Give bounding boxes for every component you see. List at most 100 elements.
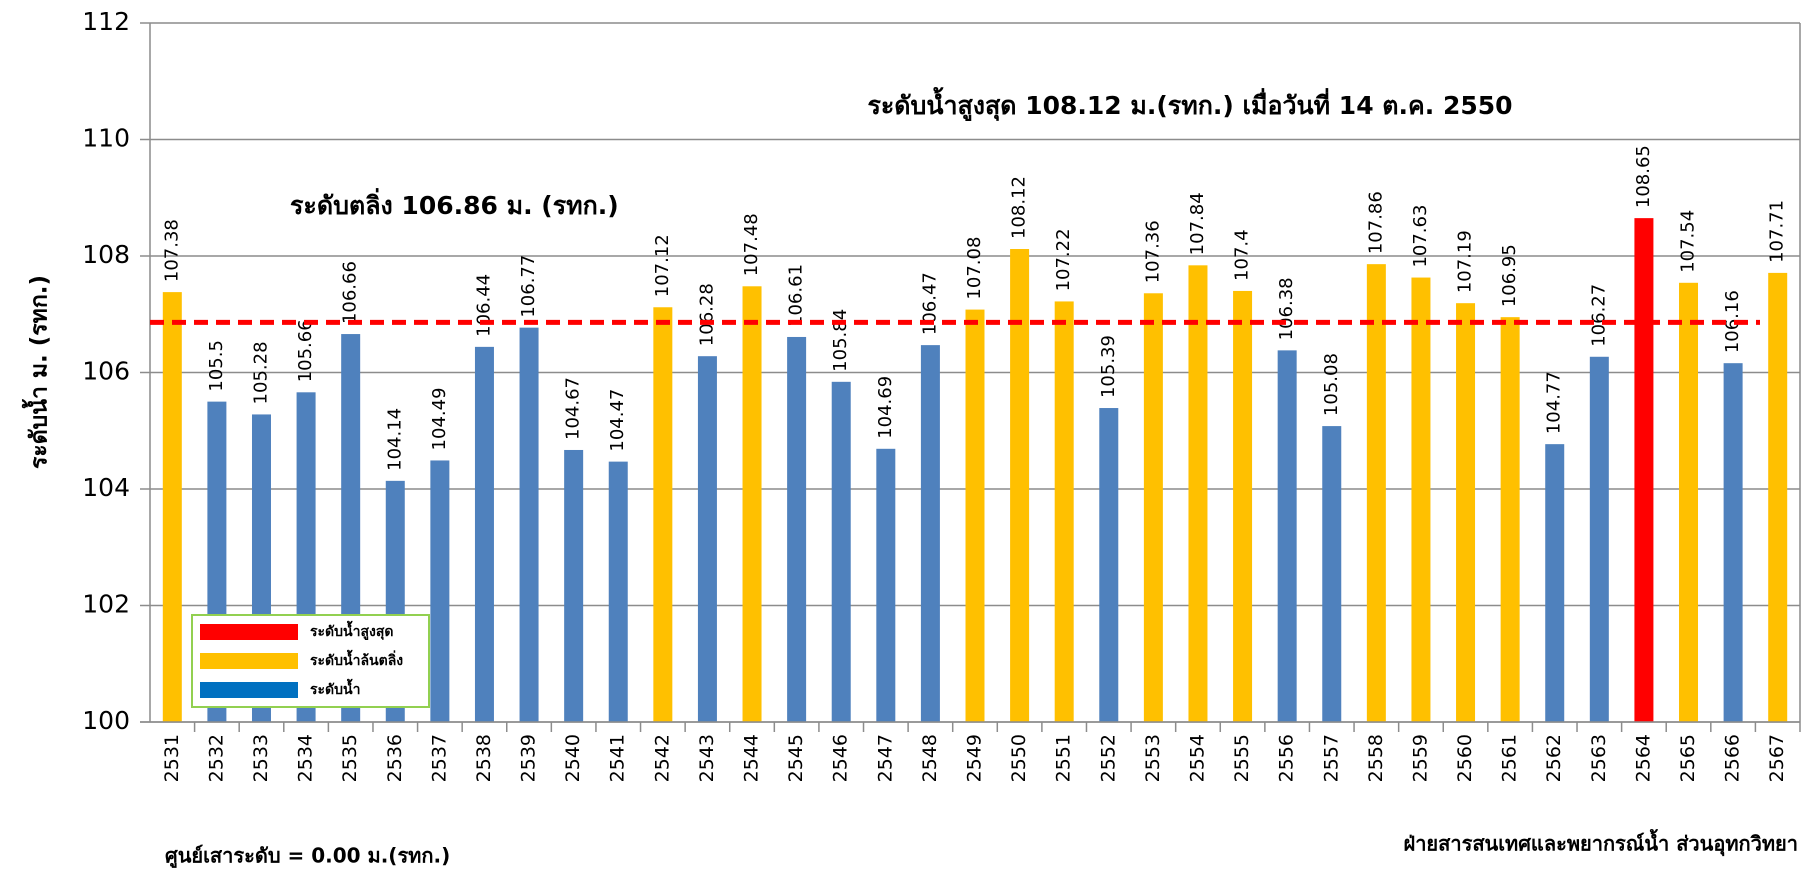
- value-label: 107.54: [1678, 210, 1699, 273]
- x-tick-label: 2552: [1097, 734, 1119, 782]
- value-label: 104.67: [563, 377, 584, 440]
- value-label: 104.77: [1544, 371, 1565, 434]
- value-label: 107.22: [1053, 228, 1074, 291]
- x-tick-label: 2547: [874, 734, 896, 782]
- x-tick-label: 2543: [696, 734, 718, 782]
- x-tick-label: 2550: [1008, 734, 1030, 782]
- value-label: 106.44: [473, 274, 494, 337]
- bar: [1679, 282, 1699, 722]
- bar: [1054, 301, 1074, 722]
- x-tick-label: 2554: [1186, 734, 1208, 782]
- value-label: 104.47: [607, 389, 628, 452]
- value-label: 107.71: [1767, 200, 1788, 263]
- x-tick-label: 2537: [428, 734, 450, 782]
- footer-right: ฝ่ายสารสนเทศและพยากรณ์น้ำ ส่วนอุทกวิทยา: [1403, 829, 1798, 857]
- y-tick-label: 112: [82, 7, 130, 36]
- value-label: 106.66: [340, 261, 361, 324]
- value-label: 106.28: [696, 283, 717, 346]
- x-tick-label: 2531: [161, 734, 183, 782]
- bar: [474, 346, 494, 722]
- footer-left: ศูนย์เสาระดับ = 0.00 ม.(รทก.): [165, 844, 450, 870]
- value-label: 107.84: [1187, 192, 1208, 255]
- bar: [1768, 272, 1788, 722]
- bar: [697, 356, 717, 722]
- value-label: 107.48: [741, 213, 762, 276]
- x-tick-label: 2557: [1320, 734, 1342, 782]
- value-label: 107.63: [1410, 205, 1431, 268]
- x-tick-label: 2563: [1588, 734, 1610, 782]
- x-tick-label: 2553: [1142, 734, 1164, 782]
- value-label: 105.39: [1098, 335, 1119, 398]
- x-tick-label: 2544: [741, 734, 763, 782]
- x-tick-label: 2536: [384, 734, 406, 782]
- bar: [742, 286, 762, 722]
- x-tick-label: 2558: [1365, 734, 1387, 782]
- value-label: 106.16: [1722, 290, 1743, 353]
- x-tick-label: 2559: [1409, 734, 1431, 782]
- x-tick-label: 2535: [339, 734, 361, 782]
- legend-swatch: [200, 682, 298, 698]
- bar: [430, 460, 450, 722]
- bar: [1277, 350, 1297, 722]
- x-tick-label: 2532: [205, 734, 227, 782]
- bar: [1723, 363, 1743, 722]
- bar: [831, 381, 851, 722]
- value-label: 106.47: [919, 272, 940, 335]
- value-label: 107.86: [1365, 191, 1386, 254]
- value-label: 104.49: [429, 387, 450, 450]
- bar: [162, 292, 182, 722]
- value-label: 104.69: [875, 376, 896, 439]
- x-tick-label: 2534: [295, 734, 317, 782]
- value-label: 106.27: [1588, 284, 1609, 347]
- reference-label: ระดับตลิ่ง 106.86 ม. (รทก.): [290, 188, 619, 220]
- x-tick-label: 2541: [607, 734, 629, 782]
- bar: [1500, 317, 1520, 722]
- bar: [1188, 265, 1208, 722]
- x-tick-label: 2565: [1677, 734, 1699, 782]
- x-tick-label: 2545: [785, 734, 807, 782]
- x-tick-label: 2556: [1276, 734, 1298, 782]
- bar: [653, 307, 673, 722]
- bar: [608, 461, 628, 722]
- value-label: 104.14: [384, 408, 405, 471]
- x-tick-label: 2538: [473, 734, 495, 782]
- y-tick-label: 108: [82, 240, 130, 269]
- bar: [1322, 426, 1342, 722]
- bar: [1143, 293, 1163, 722]
- y-tick-label: 110: [82, 124, 130, 153]
- legend-swatch: [200, 653, 298, 669]
- x-tick-label: 2551: [1053, 734, 1075, 782]
- value-label: 107.12: [652, 234, 673, 297]
- y-tick-label: 100: [82, 706, 130, 735]
- x-tick-label: 2549: [964, 734, 986, 782]
- x-tick-label: 2562: [1543, 734, 1565, 782]
- x-tick-label: 2561: [1499, 734, 1521, 782]
- value-label: 107.08: [964, 237, 985, 300]
- x-tick-label: 2548: [919, 734, 941, 782]
- bar: [1589, 356, 1609, 722]
- x-tick-label: 2555: [1231, 734, 1253, 782]
- legend-label: ระดับน้ำล้นตลิ่ง: [310, 649, 403, 669]
- y-tick-label: 106: [82, 357, 130, 386]
- x-tick-label: 2546: [830, 734, 852, 782]
- legend-label: ระดับน้ำสูงสุด: [310, 620, 393, 640]
- y-axis-label: ระดับน้ำ ม. (รทก.): [22, 275, 53, 469]
- value-label: 105.08: [1321, 353, 1342, 416]
- bar: [1634, 218, 1654, 722]
- value-label: 107.4: [1232, 229, 1253, 281]
- value-label: 105.28: [250, 341, 271, 404]
- value-label: 106.61: [786, 264, 807, 327]
- bar: [1411, 277, 1431, 722]
- value-label: 105.5: [206, 340, 227, 392]
- legend-label: ระดับน้ำ: [310, 678, 360, 698]
- bar: [876, 448, 896, 722]
- bar: [787, 336, 807, 722]
- bar: [1366, 264, 1386, 722]
- x-tick-label: 2566: [1722, 734, 1744, 782]
- value-label: 106.38: [1276, 277, 1297, 340]
- x-tick-label: 2560: [1454, 734, 1476, 782]
- chart-title: ระดับน้ำสูงสุด 108.12 ม.(รทก.) เมื่อวันท…: [867, 86, 1512, 122]
- y-tick-label: 102: [82, 590, 130, 619]
- x-tick-label: 2564: [1632, 734, 1654, 782]
- bar: [564, 449, 584, 722]
